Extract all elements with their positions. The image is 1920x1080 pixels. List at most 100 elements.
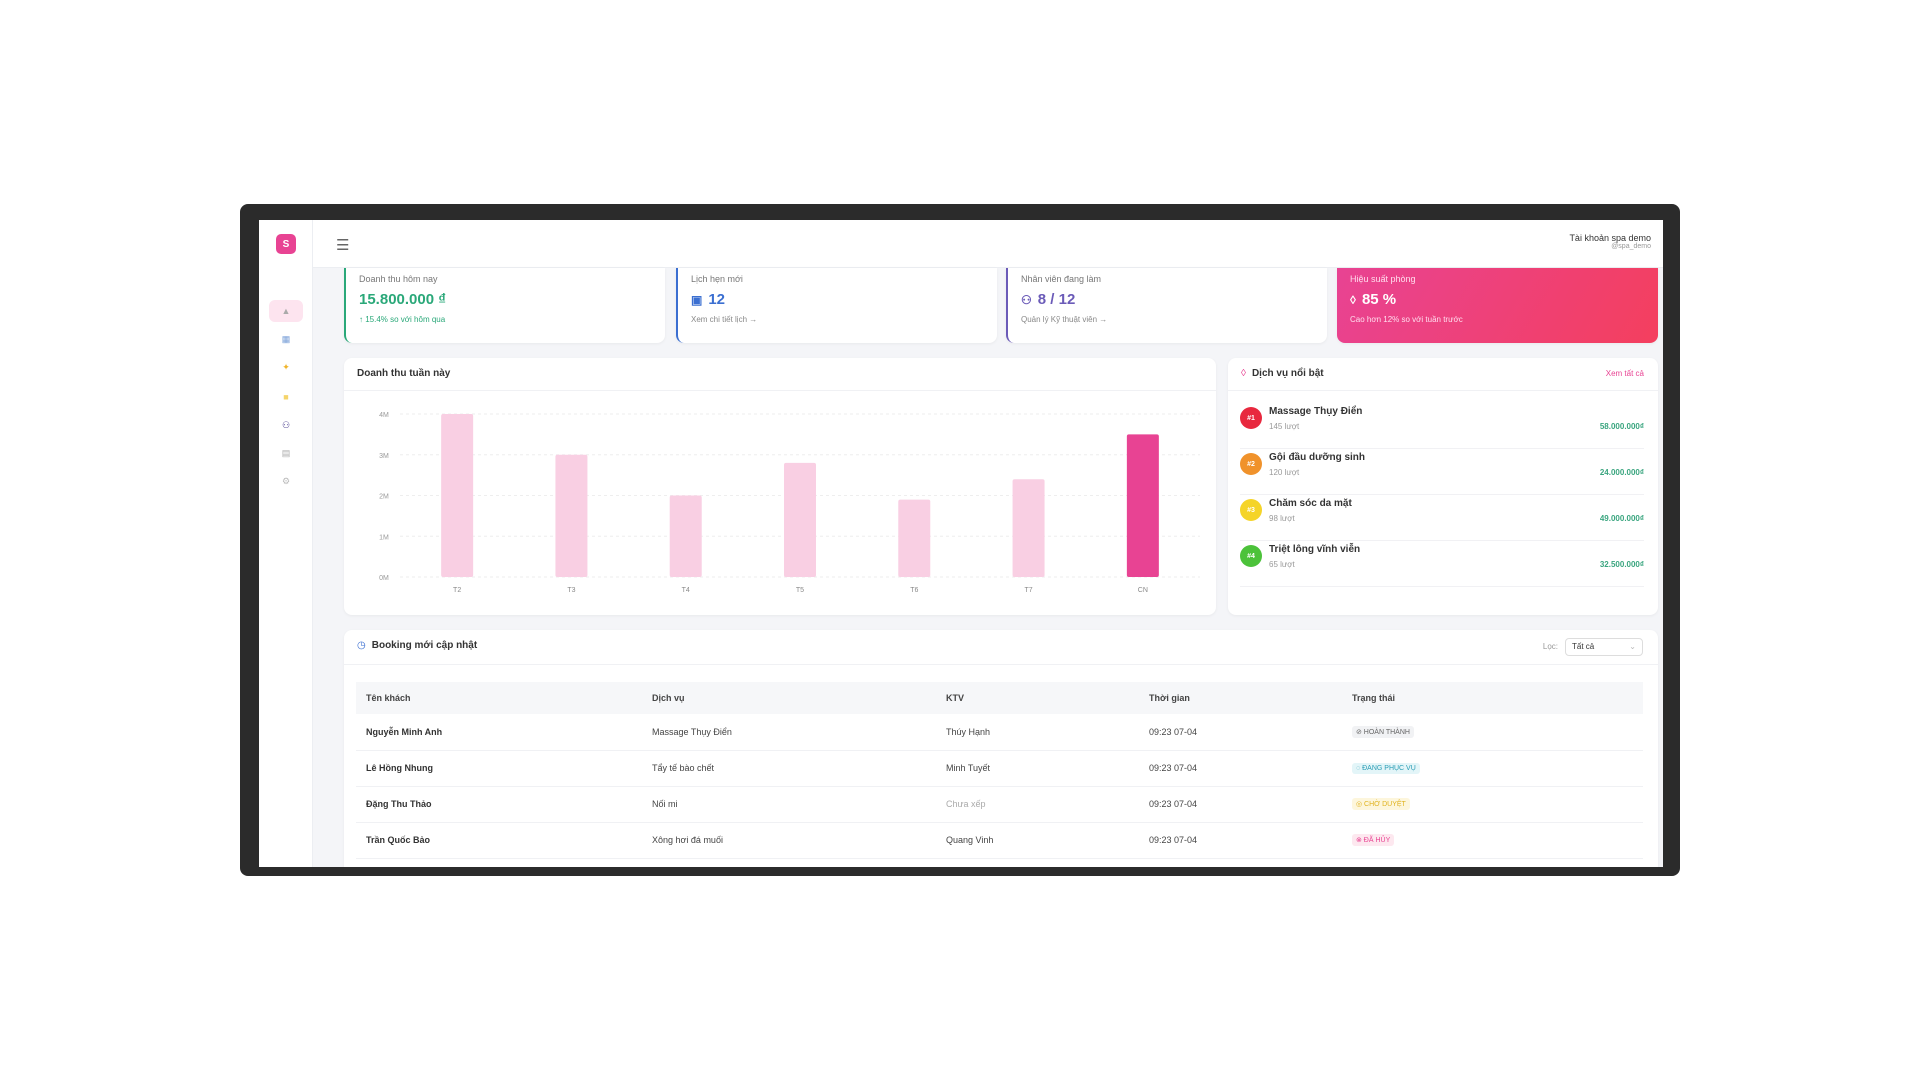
stat-value: 12 bbox=[708, 291, 726, 308]
sidebar-item-sparkle[interactable]: ✦ bbox=[269, 356, 303, 378]
bar-CN[interactable] bbox=[1126, 434, 1159, 577]
column-header[interactable]: KTV bbox=[936, 682, 1139, 714]
service-name: Gội đầu dưỡng sinh bbox=[1269, 452, 1366, 463]
service-item[interactable]: #4 Triệt lông vĩnh viễn 65 lượt 32.500.0… bbox=[1240, 541, 1644, 587]
rank-badge: #4 bbox=[1240, 545, 1262, 567]
customer-name: Nguyễn Minh Anh bbox=[356, 714, 642, 751]
stat-sub: Cao hơn 12% so với tuần trước bbox=[1350, 315, 1463, 324]
status-badge: ◌ ĐANG PHỤC VỤ bbox=[1352, 763, 1420, 774]
bar-T5[interactable] bbox=[784, 462, 816, 577]
chevron-down-icon: ⌄ bbox=[1629, 642, 1636, 651]
calendar-icon: ▦ bbox=[281, 333, 291, 344]
sidebar: S ▲ ▦ ✦ ■ ⚇ ▤ ⚙ bbox=[259, 220, 313, 867]
column-header[interactable]: Dịch vụ bbox=[642, 682, 936, 714]
bar-T3[interactable] bbox=[555, 454, 588, 577]
service-item[interactable]: #1 Massage Thụy Điển 145 lượt 58.000.000… bbox=[1240, 403, 1644, 449]
stat-value: 15.800.000 ₫ bbox=[359, 291, 446, 308]
weekly-revenue-card: Doanh thu tuần này 0M 1M 2M 3M 4M T2 T3 T4 T5 T6 T… bbox=[344, 358, 1216, 615]
service-amount: 58.000.000₫ bbox=[1599, 422, 1644, 431]
status-badge: ⊘ HOÀN THÀNH bbox=[1352, 725, 1414, 738]
column-header[interactable]: Thời gian bbox=[1139, 682, 1342, 714]
stat-label: Nhân viên đang làm bbox=[1021, 274, 1102, 284]
status-filter-select[interactable]: Tất cả ⌄ bbox=[1565, 638, 1643, 656]
users-icon: ⚇ bbox=[281, 419, 291, 430]
drop-icon: ◊ bbox=[1350, 292, 1356, 307]
stat-label: Hiệu suất phòng bbox=[1350, 274, 1416, 284]
column-header[interactable]: Tên khách bbox=[356, 682, 642, 714]
y-tick-label: 2M bbox=[379, 494, 389, 501]
logo[interactable]: S bbox=[276, 234, 296, 254]
status-badge: ⊗ ĐÃ HỦY bbox=[1352, 834, 1395, 846]
x-tick-label: T4 bbox=[682, 587, 690, 594]
sidebar-item-users[interactable]: ⚇ bbox=[269, 414, 303, 436]
stat-value: 85 % bbox=[1361, 291, 1397, 308]
x-tick-label: T5 bbox=[796, 587, 804, 594]
device-frame: S ▲ ▦ ✦ ■ ⚇ ▤ ⚙ ☰ Tài khoản spa demo @spa_demo… bbox=[240, 204, 1680, 876]
time: 09:23 07-04 bbox=[1139, 786, 1342, 823]
user-account[interactable]: Tài khoản spa demo @spa_demo bbox=[1569, 233, 1651, 250]
user-name: Tài khoản spa demo bbox=[1569, 233, 1651, 243]
sidebar-item-chart[interactable]: ▲ bbox=[269, 300, 303, 322]
stat-room-performance: Hiệu suất phòng ◊ 85 % Cao hơn 12% so với… bbox=[1337, 268, 1658, 343]
view-schedule-link[interactable]: Xem chi tiết lịch → bbox=[691, 315, 758, 324]
box-icon: ■ bbox=[283, 391, 289, 402]
sidebar-item-report[interactable]: ▤ bbox=[269, 442, 303, 464]
service-amount: 24.000.000₫ bbox=[1599, 468, 1644, 477]
stat-label: Lịch hẹn mới bbox=[691, 274, 743, 284]
service-count: 65 lượt bbox=[1269, 560, 1295, 569]
customer-name: Lê Hồng Nhung bbox=[356, 750, 642, 787]
time: 09:23 07-04 bbox=[1139, 822, 1342, 859]
bookings-card: ◷ Booking mới cập nhật Lọc: Tất cả ⌄ Tên k… bbox=[344, 630, 1658, 867]
time: 09:23 07-04 bbox=[1139, 750, 1342, 787]
view-all-services-link[interactable]: Xem tất cả bbox=[1605, 369, 1644, 378]
service-amount: 49.000.000₫ bbox=[1599, 514, 1644, 523]
service-name: Chăm sóc da mặt bbox=[1269, 498, 1352, 509]
app-screen: S ▲ ▦ ✦ ■ ⚇ ▤ ⚙ ☰ Tài khoản spa demo @spa_demo… bbox=[259, 220, 1663, 867]
stat-sub: ↑ 15.4% so với hôm qua bbox=[359, 315, 446, 324]
y-tick-label: 1M bbox=[379, 534, 389, 541]
technician: Quang Vinh bbox=[936, 822, 1139, 859]
chart-title: Doanh thu tuần này bbox=[357, 368, 451, 379]
bar-T4[interactable] bbox=[669, 495, 702, 578]
manage-staff-link[interactable]: Quản lý Kỹ thuật viên → bbox=[1021, 315, 1108, 324]
clock-icon: ◷ bbox=[357, 640, 366, 651]
table-row[interactable]: Đặng Thu Thảo Nối mi Chưa xếp 09:23 07-0… bbox=[356, 786, 1643, 823]
x-tick-label: T2 bbox=[453, 587, 461, 594]
filter-label: Lọc: bbox=[1542, 642, 1558, 651]
service-item[interactable]: #2 Gội đầu dưỡng sinh 120 lượt 24.000.00… bbox=[1240, 449, 1644, 495]
service: Nối mi bbox=[642, 786, 936, 823]
service-amount: 32.500.000₫ bbox=[1599, 560, 1644, 569]
status-badge: ◎ CHỜ DUYỆT bbox=[1352, 798, 1410, 810]
table-row[interactable]: Lê Hồng Nhung Tẩy tế bào chết Minh Tuyết… bbox=[356, 750, 1643, 787]
service-count: 98 lượt bbox=[1269, 514, 1295, 523]
column-header[interactable]: Trạng thái bbox=[1342, 682, 1643, 714]
users-icon: ⚇ bbox=[1021, 292, 1032, 307]
table-row[interactable]: Nguyễn Minh Anh Massage Thụy Điển Thúy H… bbox=[356, 714, 1643, 751]
technician: Minh Tuyết bbox=[936, 750, 1139, 787]
menu-icon[interactable]: ☰ bbox=[336, 237, 350, 254]
x-tick-label: T7 bbox=[1024, 587, 1032, 594]
bar-T7[interactable] bbox=[1012, 479, 1045, 577]
service-item[interactable]: #3 Chăm sóc da mặt 98 lượt 49.000.000₫ bbox=[1240, 495, 1644, 541]
bar-T6[interactable] bbox=[898, 499, 931, 577]
time: 09:23 07-04 bbox=[1139, 714, 1342, 751]
revenue-bar-chart: 0M 1M 2M 3M 4M T2 T3 T4 T5 T6 T7 CN bbox=[379, 412, 1200, 594]
technician: Chưa xếp bbox=[936, 786, 1139, 823]
table-row[interactable]: Trần Quốc Bảo Xông hơi đá muối Quang Vin… bbox=[356, 822, 1643, 859]
report-icon: ▤ bbox=[281, 447, 291, 458]
sidebar-item-calendar[interactable]: ▦ bbox=[269, 328, 303, 350]
service: Xông hơi đá muối bbox=[642, 822, 936, 859]
bar-T2[interactable] bbox=[441, 414, 474, 577]
service-name: Triệt lông vĩnh viễn bbox=[1269, 544, 1361, 555]
sidebar-item-box[interactable]: ■ bbox=[269, 386, 303, 408]
sidebar-item-gear[interactable]: ⚙ bbox=[269, 470, 303, 492]
service-count: 145 lượt bbox=[1269, 422, 1300, 431]
drop-icon: ◊ bbox=[1241, 368, 1246, 379]
top-services-card: ◊ Dịch vụ nổi bật Xem tất cả #1 Massage T… bbox=[1228, 358, 1658, 615]
x-tick-label: T3 bbox=[567, 587, 575, 594]
calendar-icon: ▣ bbox=[691, 292, 703, 307]
service-count: 120 lượt bbox=[1269, 468, 1300, 477]
service: Massage Thụy Điển bbox=[642, 714, 936, 751]
stat-staff-working: Nhân viên đang làm ⚇ 8 / 12 Quản lý Kỹ th… bbox=[1006, 268, 1327, 343]
customer-name: Trần Quốc Bảo bbox=[356, 822, 642, 859]
